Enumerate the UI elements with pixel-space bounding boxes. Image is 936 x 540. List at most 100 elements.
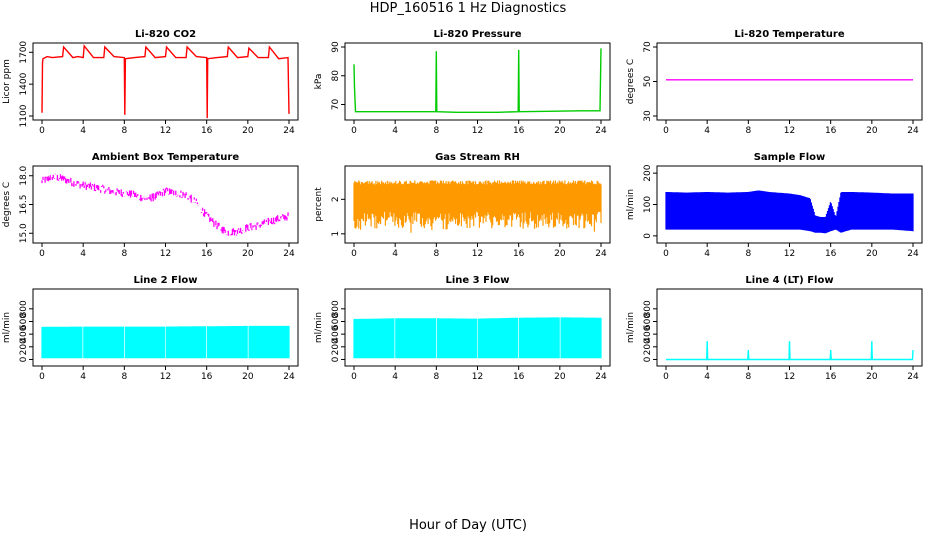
y-tick-label: 0 [643, 233, 653, 239]
series-range [353, 317, 602, 359]
x-tick-label: 20 [242, 372, 254, 382]
y-tick-label: 800 [19, 300, 29, 317]
y-axis-label: ml/min [314, 312, 324, 343]
x-tick-label: 0 [663, 372, 669, 382]
y-axis-label: ml/min [626, 312, 636, 343]
x-tick-label: 24 [595, 249, 607, 259]
x-axis-label: Hour of Day (UTC) [409, 518, 527, 533]
y-axis-label: degrees C [2, 182, 12, 227]
x-tick-label: 12 [784, 249, 795, 259]
x-tick-label: 4 [80, 126, 86, 136]
panel-2: Li-820 Pressure kPa 0 4 8 12 16 20 24 70 80 90 [314, 29, 611, 136]
x-tick-label: 20 [554, 249, 566, 259]
x-tick-label: 8 [745, 372, 751, 382]
x-tick-label: 16 [825, 126, 837, 136]
y-tick-label: 1400 [19, 72, 29, 95]
x-tick-label: 24 [283, 372, 295, 382]
series-band [41, 173, 290, 236]
x-tick-label: 8 [433, 249, 439, 259]
y-tick-label: 200 [19, 338, 29, 355]
figure-title: HDP_160516 1 Hz Diagnostics [369, 1, 567, 16]
series-line [666, 341, 914, 361]
y-tick-label: 70 [331, 99, 341, 111]
x-tick-label: 0 [351, 126, 357, 136]
y-tick-label: 90 [331, 41, 341, 53]
x-tick-label: 8 [121, 126, 127, 136]
x-tick-label: 0 [351, 372, 357, 382]
x-tick-label: 20 [554, 126, 566, 136]
y-axis-label: ml/min [626, 189, 636, 220]
panel-title: Line 4 (LT) Flow [745, 275, 833, 286]
plot-frame [344, 42, 611, 121]
x-tick-label: 24 [595, 372, 607, 382]
y-axis-label: percent [314, 187, 324, 222]
series-range [665, 190, 914, 234]
y-tick-label: 15.0 [19, 223, 29, 243]
y-tick-label: 200 [331, 338, 341, 355]
x-tick-label: 24 [907, 372, 919, 382]
panel-title: Sample Flow [754, 152, 826, 163]
y-tick-label: 400 [643, 325, 653, 342]
x-tick-label: 16 [201, 126, 213, 136]
x-tick-label: 12 [784, 372, 795, 382]
x-tick-label: 12 [472, 126, 483, 136]
y-tick-label: 1100 [19, 104, 29, 127]
y-tick-label: 1 [331, 231, 341, 237]
x-tick-label: 24 [283, 126, 295, 136]
panel-title: Line 2 Flow [134, 275, 198, 286]
x-tick-label: 24 [907, 126, 919, 136]
x-tick-label: 4 [704, 372, 710, 382]
panel-3: Li-820 Temperature degrees C 0 4 8 12 16 20 24 30… [626, 29, 923, 136]
y-tick-label: 0 [643, 356, 653, 362]
y-tick-label: 600 [19, 313, 29, 330]
x-tick-label: 4 [704, 249, 710, 259]
series-line [353, 48, 602, 114]
x-tick-label: 8 [745, 249, 751, 259]
y-axis-label: Licor ppm [2, 59, 12, 104]
x-tick-label: 20 [866, 249, 878, 259]
x-tick-label: 12 [160, 126, 171, 136]
x-tick-label: 24 [907, 249, 919, 259]
panel-title: Li-820 Temperature [734, 29, 844, 40]
x-tick-label: 16 [201, 249, 213, 259]
x-tick-label: 16 [201, 372, 213, 382]
x-tick-label: 8 [433, 126, 439, 136]
x-tick-label: 8 [121, 372, 127, 382]
series-line [41, 44, 290, 119]
x-tick-label: 4 [80, 249, 86, 259]
y-tick-label: 400 [19, 325, 29, 342]
plot-frame [32, 165, 299, 244]
x-tick-label: 20 [554, 372, 566, 382]
y-tick-label: 200 [643, 338, 653, 355]
y-axis-label: degrees C [626, 59, 636, 104]
y-tick-label: 100 [643, 196, 653, 213]
x-tick-label: 0 [351, 249, 357, 259]
y-axis-label: kPa [314, 74, 324, 90]
x-tick-label: 12 [472, 372, 483, 382]
x-tick-label: 8 [433, 372, 439, 382]
y-tick-label: 800 [643, 300, 653, 317]
x-tick-label: 24 [283, 249, 295, 259]
panel-6: Sample Flow ml/min 0 4 8 12 16 20 24 0 100 200 [626, 152, 923, 259]
y-tick-label: 0 [19, 356, 29, 362]
y-tick-label: 0 [331, 356, 341, 362]
panel-title: Ambient Box Temperature [92, 152, 239, 163]
x-tick-label: 0 [663, 249, 669, 259]
plot-frame [656, 42, 923, 121]
y-tick-label: 18.0 [19, 165, 29, 185]
x-tick-label: 8 [745, 126, 751, 136]
panel-title: Li-820 CO2 [135, 29, 196, 40]
y-tick-label: 16.5 [19, 194, 29, 214]
y-tick-label: 400 [331, 325, 341, 342]
panel-title: Gas Stream RH [435, 152, 520, 163]
x-tick-label: 16 [825, 372, 837, 382]
panel-1: Li-820 CO2 Licor ppm 0 4 8 12 16 20 24 1100 1400 17… [2, 29, 299, 136]
y-tick-label: 30 [643, 110, 653, 122]
x-tick-label: 16 [513, 249, 525, 259]
x-tick-label: 20 [866, 372, 878, 382]
